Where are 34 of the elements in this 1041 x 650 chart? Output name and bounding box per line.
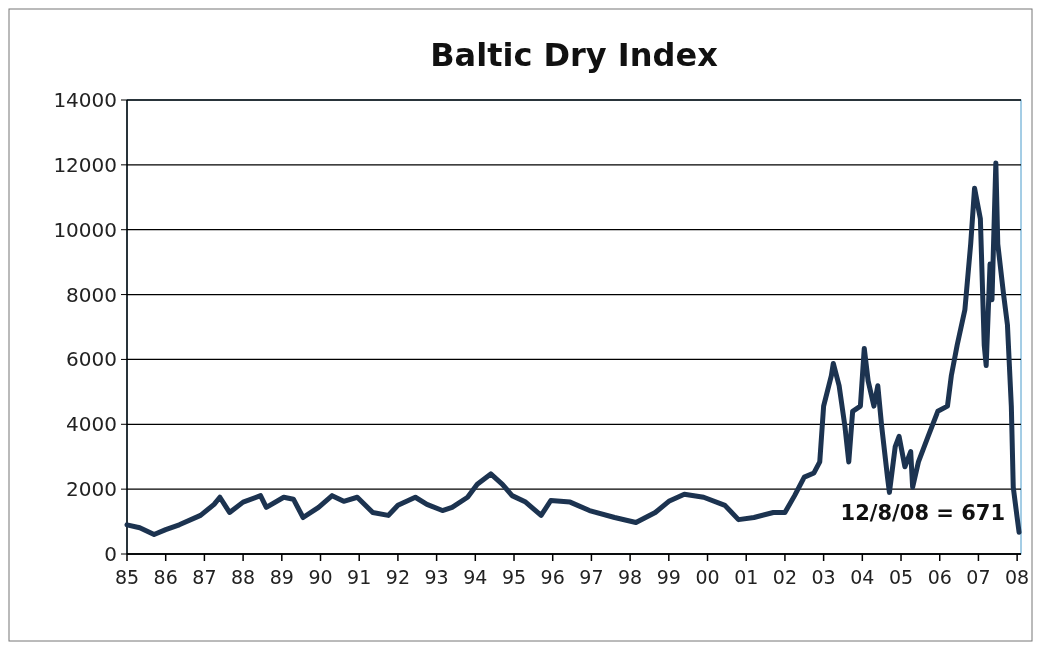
x-tick-label: 01 — [734, 566, 759, 588]
x-tick-label: 85 — [114, 566, 140, 588]
x-tick-label: 03 — [811, 566, 836, 588]
y-tick-label: 12000 — [53, 152, 117, 177]
x-tick-label: 00 — [695, 566, 720, 588]
x-tick-label: 90 — [308, 566, 333, 588]
x-tick-label: 99 — [656, 566, 681, 588]
x-tick-label: 98 — [618, 566, 643, 588]
y-tick-label: 2000 — [66, 477, 117, 502]
x-tick-label: 86 — [153, 566, 178, 588]
x-tick-label: 91 — [347, 566, 372, 588]
y-tick-label: 4000 — [66, 412, 117, 437]
x-tick-label: 94 — [463, 566, 488, 588]
x-tick-label: 05 — [888, 566, 914, 588]
y-tick-label: 10000 — [53, 217, 117, 242]
annotation: 12/8/08 = 671 — [840, 501, 1006, 526]
y-tick-label: 14000 — [53, 88, 117, 112]
x-tick-label: 93 — [424, 566, 449, 588]
y-tick-label: 8000 — [66, 282, 117, 307]
x-tick-label: 96 — [540, 566, 565, 588]
chart-title: Baltic Dry Index — [430, 36, 719, 74]
x-tick-label: 06 — [927, 566, 952, 588]
x-tick-label: 97 — [579, 566, 604, 588]
x-tick-label: 95 — [501, 566, 527, 588]
x-tick-label: 88 — [231, 566, 256, 588]
x-tick-label: 92 — [385, 566, 410, 588]
y-tick-label: 6000 — [66, 347, 117, 372]
x-tick-label: 08 — [1005, 566, 1030, 588]
x-tick-label: 04 — [850, 566, 875, 588]
x-tick-label: 02 — [772, 566, 798, 588]
x-tick-label: 87 — [192, 566, 217, 588]
x-tick-label: 89 — [269, 566, 294, 588]
y-tick-label: 0 — [104, 542, 117, 566]
x-tick-label: 07 — [966, 566, 991, 588]
